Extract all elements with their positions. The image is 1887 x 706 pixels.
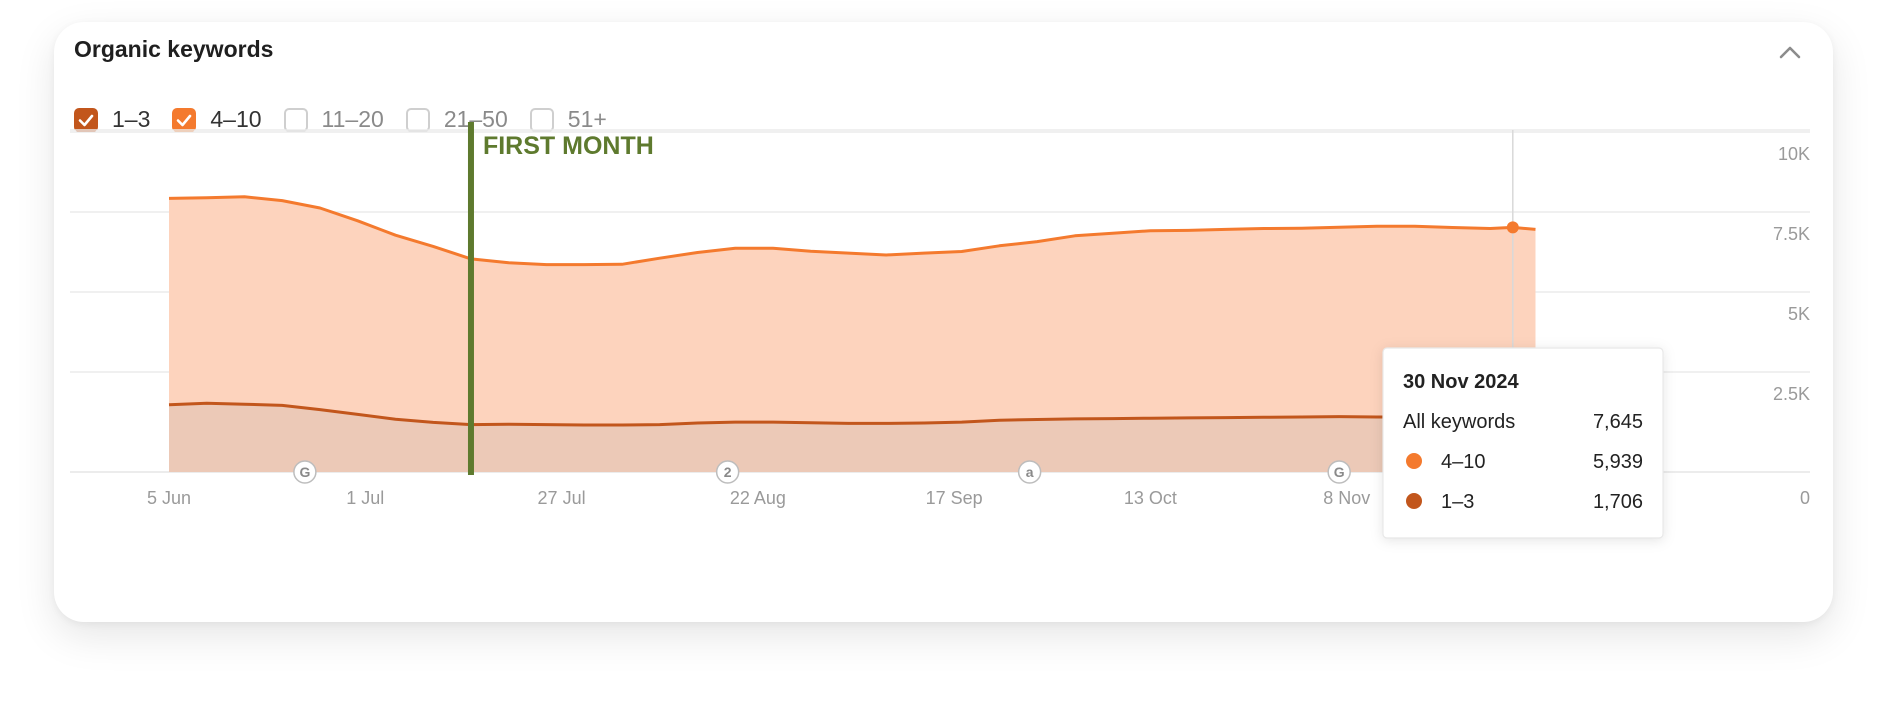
- filter-checkbox[interactable]: [74, 107, 98, 132]
- tooltip-row-label: 4–10: [1441, 451, 1486, 473]
- line-4-10: [168, 195, 1536, 267]
- event-marker-glyph: G: [1334, 464, 1345, 480]
- x-tick-label: 8 Nov: [1323, 488, 1370, 508]
- tooltip-date: 30 Nov 2024: [1403, 371, 1520, 393]
- y-axis: 0 2.5K 5K 7.5K 10K: [1773, 144, 1810, 508]
- event-marker[interactable]: a: [1017, 460, 1042, 484]
- x-tick-label: 27 Jul: [538, 488, 586, 508]
- organic-keywords-chart: FIRST MONTH G 2 a G 0 2.5K 5K 7.5K 10K 5 Jun 1 Jul 2…: [70, 122, 1810, 539]
- tooltip-row-label: All keywords: [1403, 411, 1515, 433]
- event-marker-glyph: a: [1026, 464, 1034, 480]
- area-1-3: [169, 403, 1536, 472]
- line-1-3: [168, 401, 1536, 427]
- event-marker-icon: [1017, 460, 1042, 484]
- x-tick-label: 22 Aug: [730, 488, 786, 508]
- filter-label: 51+: [567, 106, 607, 132]
- x-tick-label: 17 Sep: [926, 488, 983, 508]
- event-marker[interactable]: G: [293, 460, 317, 484]
- tooltip-row-label: 1–3: [1441, 491, 1474, 513]
- event-marker[interactable]: 2: [715, 460, 740, 484]
- filter-label: 21–50: [443, 106, 508, 132]
- checkmark-icon: [177, 114, 192, 126]
- series-areas: [168, 195, 1536, 472]
- filter-label: 4–10: [210, 106, 262, 132]
- position-filters: 1–3 4–10 11–20 21–50 51+: [74, 106, 607, 133]
- x-tick-label: 13 Oct: [1124, 488, 1177, 508]
- collapse-button[interactable]: [1773, 36, 1807, 70]
- tooltip-dot: [1406, 493, 1422, 509]
- event-markers: G 2 a G: [293, 460, 1351, 484]
- event-marker-icon: [715, 460, 740, 484]
- event-marker-icon: [293, 460, 317, 484]
- tooltip-box: [1382, 347, 1664, 539]
- y-tick-label: 0: [1800, 488, 1810, 508]
- filter-2[interactable]: 4–10: [172, 106, 262, 133]
- y-tick-label: 2.5K: [1773, 384, 1810, 404]
- tooltip: 30 Nov 2024 All keywords 7,645 4–10 5,939 1–3…: [1382, 347, 1664, 539]
- event-marker-glyph: 2: [724, 464, 732, 480]
- filter-checkbox[interactable]: [172, 107, 197, 132]
- tooltip-dot: [1406, 453, 1422, 469]
- event-marker-glyph: G: [299, 464, 310, 480]
- filter-1[interactable]: 1–3: [74, 106, 150, 133]
- x-tick-label: 1 Jul: [346, 488, 384, 508]
- area-4-10: [169, 196, 1536, 425]
- filter-4[interactable]: 21–50: [405, 106, 508, 133]
- y-tick-label: 5K: [1788, 304, 1810, 324]
- event-marker-icon: [1327, 460, 1351, 484]
- y-tick-label: 10K: [1778, 144, 1810, 164]
- x-tick-label: 5 Jun: [147, 488, 191, 508]
- hover-point-4-10: [1506, 221, 1519, 234]
- organic-keywords-card: Organic keywords 1–3 4–10 11–20 21–50 51+ FI…: [54, 22, 1833, 622]
- tooltip-row-value: 1,706: [1593, 491, 1643, 513]
- event-marker[interactable]: G: [1327, 460, 1351, 484]
- checkmark-icon: [78, 114, 94, 126]
- filter-label: 1–3: [112, 106, 151, 132]
- annotation-label: FIRST MONTH: [483, 132, 654, 160]
- filter-label: 11–20: [321, 106, 384, 132]
- tooltip-row-value: 7,645: [1593, 411, 1643, 433]
- tooltip-row-value: 5,939: [1593, 451, 1643, 473]
- panel-title: Organic keywords: [74, 36, 274, 62]
- chevron-up-icon: [1779, 46, 1801, 59]
- y-tick-label: 7.5K: [1773, 224, 1810, 244]
- filter-checkbox[interactable]: [405, 107, 430, 132]
